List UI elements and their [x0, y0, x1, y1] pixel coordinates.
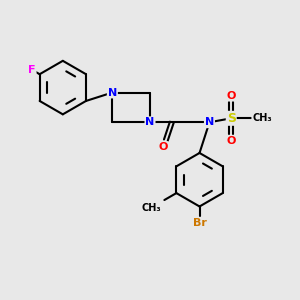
Text: N: N: [146, 117, 154, 127]
Text: CH₃: CH₃: [252, 113, 272, 123]
Text: F: F: [28, 65, 36, 75]
Text: O: O: [226, 91, 236, 100]
Text: S: S: [227, 112, 236, 125]
Text: CH₃: CH₃: [142, 203, 161, 213]
Text: Br: Br: [193, 218, 206, 228]
Text: N: N: [108, 88, 117, 98]
Text: O: O: [226, 136, 236, 146]
Text: O: O: [158, 142, 168, 152]
Text: N: N: [205, 117, 214, 127]
